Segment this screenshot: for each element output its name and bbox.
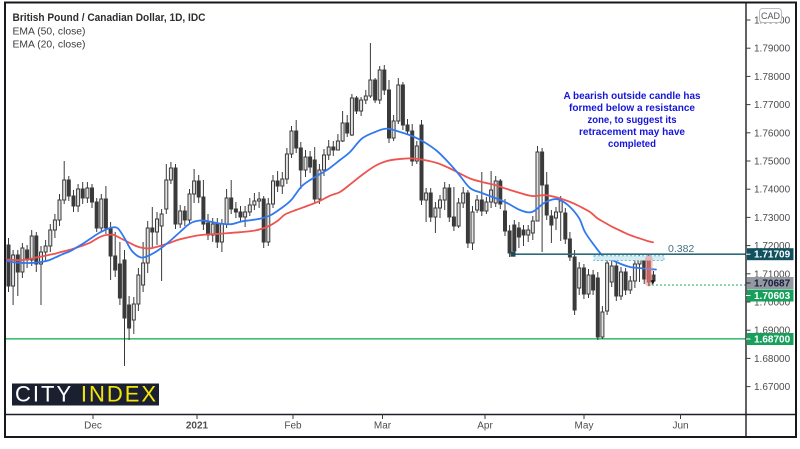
svg-text:1.72000: 1.72000 [754, 241, 791, 252]
svg-text:Jun: Jun [672, 421, 688, 432]
svg-text:1.79000: 1.79000 [754, 44, 791, 55]
svg-text:1.68700: 1.68700 [754, 335, 791, 346]
svg-text:EMA (20, close): EMA (20, close) [13, 39, 86, 51]
svg-text:Mar: Mar [374, 421, 392, 432]
svg-text:1.67000: 1.67000 [754, 382, 791, 393]
svg-text:1.71709: 1.71709 [754, 250, 791, 261]
svg-text:1.74000: 1.74000 [754, 185, 791, 196]
svg-text:1.77000: 1.77000 [754, 100, 791, 111]
svg-text:1.76000: 1.76000 [754, 128, 791, 139]
svg-text:formed below a resistance: formed below a resistance [569, 103, 695, 114]
svg-text:1.71000: 1.71000 [754, 269, 791, 280]
svg-text:retracement may have: retracement may have [579, 127, 685, 138]
svg-text:2021: 2021 [186, 421, 209, 432]
svg-text:1.70687: 1.70687 [754, 279, 791, 290]
svg-text:Dec: Dec [84, 421, 102, 432]
svg-text:Feb: Feb [284, 421, 302, 432]
svg-text:CITY INDEX: CITY INDEX [15, 382, 158, 407]
svg-text:May: May [575, 421, 594, 432]
svg-text:EMA (50, close): EMA (50, close) [13, 26, 86, 38]
svg-text:A bearish outside candle has: A bearish outside candle has [564, 91, 701, 102]
svg-text:1.78000: 1.78000 [754, 72, 791, 83]
svg-text:completed: completed [608, 139, 656, 150]
svg-text:1.68000: 1.68000 [754, 354, 791, 365]
svg-text:CAD: CAD [761, 11, 781, 21]
svg-text:British Pound / Canadian Dolla: British Pound / Canadian Dollar, 1D, IDC [13, 12, 206, 24]
svg-text:1.70000: 1.70000 [754, 298, 791, 309]
svg-text:1.73000: 1.73000 [754, 213, 791, 224]
svg-text:0.382: 0.382 [668, 243, 694, 255]
svg-text:1.70603: 1.70603 [754, 291, 791, 302]
svg-text:1.75000: 1.75000 [754, 157, 791, 168]
svg-text:1.69000: 1.69000 [754, 326, 791, 337]
svg-text:zone, to suggest its: zone, to suggest its [588, 115, 677, 126]
svg-text:Apr: Apr [477, 421, 493, 432]
